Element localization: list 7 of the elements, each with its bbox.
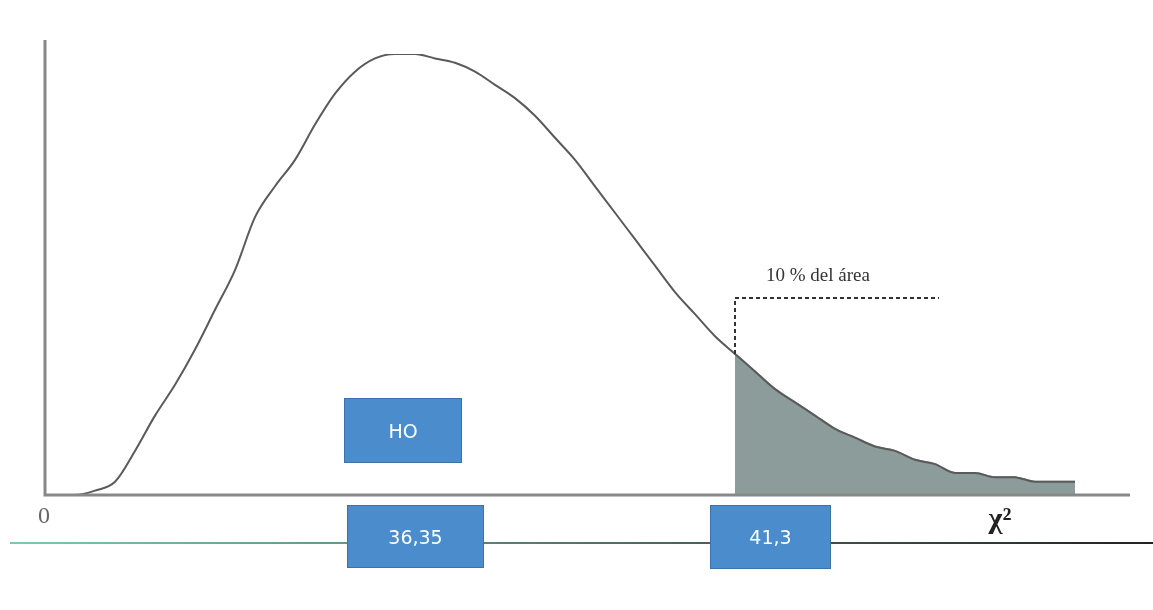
label-box: 41,3 — [710, 505, 831, 569]
text: 0 — [38, 502, 50, 529]
annotation: HO — [388, 419, 418, 442]
label-box: 36,35 — [347, 505, 484, 568]
label-box: HO — [344, 398, 462, 463]
annotation: 10 % del área — [766, 264, 870, 286]
x-axis-title: χ² — [987, 500, 1012, 534]
